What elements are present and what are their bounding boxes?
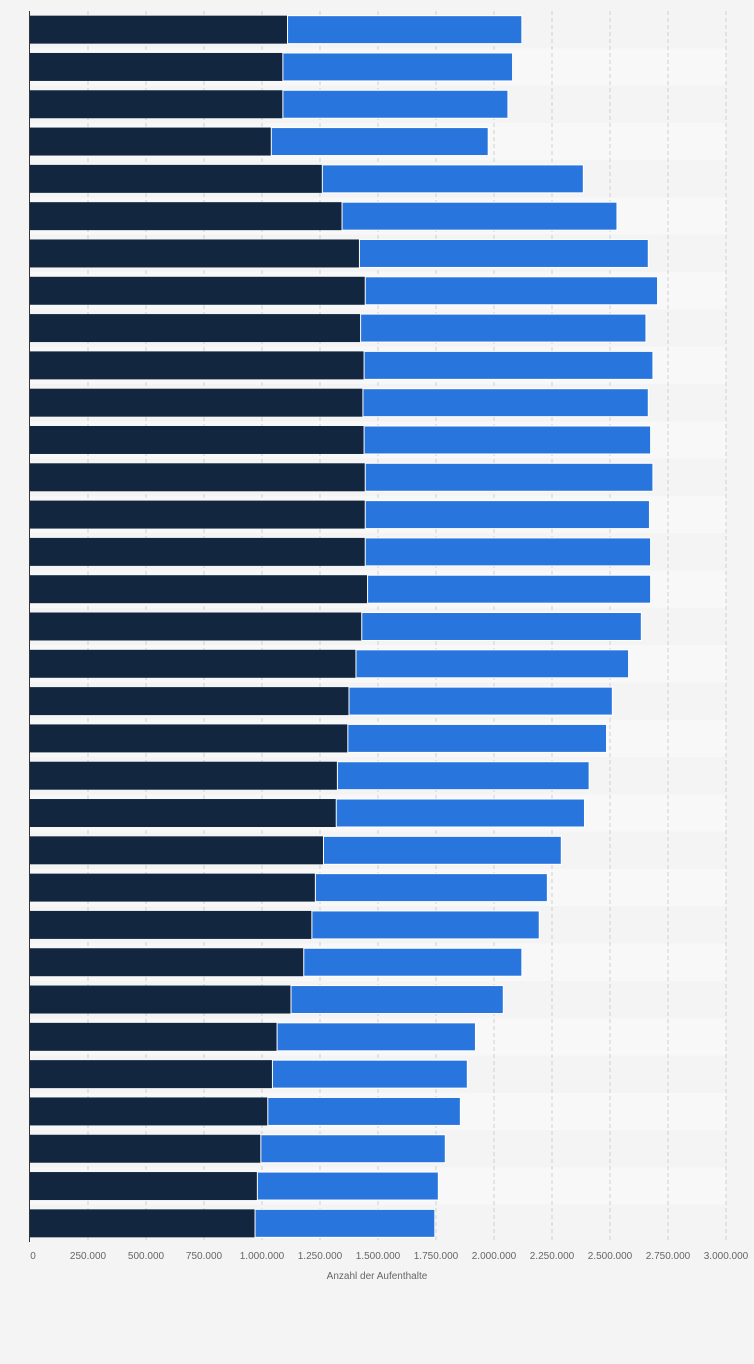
bar-segment-dark[interactable] [30,873,316,902]
bar-segment-blue[interactable] [335,798,585,828]
bar-segment-dark[interactable] [30,1209,256,1238]
bar-segment-blue[interactable] [321,164,584,194]
bar-segment-dark[interactable] [30,985,291,1014]
x-tick-label: 1.500.000 [356,1251,401,1262]
x-tick-label: 1.750.000 [414,1251,459,1262]
x-tick-label: 250.000 [70,1251,107,1262]
x-tick-label: 2.000.000 [472,1251,517,1262]
bar-segment-dark[interactable] [30,127,272,156]
bar-segment-dark[interactable] [30,836,324,865]
x-tick-label: 1.250.000 [298,1251,343,1262]
x-tick-label: 1.000.000 [240,1251,285,1262]
bar-segment-blue[interactable] [361,612,642,641]
x-tick-label: 2.750.000 [646,1251,691,1262]
x-tick-label: 500.000 [128,1251,165,1262]
x-tick-label: 3.000.000 [704,1251,749,1262]
bar-segment-blue[interactable] [360,313,647,343]
bar-segment-dark[interactable] [30,575,368,604]
bar-segment-dark[interactable] [30,948,304,977]
bar-segment-dark[interactable] [30,314,361,343]
bar-segment-blue[interactable] [322,835,562,865]
bar-segment-dark[interactable] [30,276,366,305]
bar-segment-dark[interactable] [30,1172,258,1201]
bar-segment-blue[interactable] [341,201,618,231]
bar-segment-dark[interactable] [30,388,363,417]
bar-segment-blue[interactable] [267,1096,461,1126]
bar-segment-blue[interactable] [364,500,650,530]
bar-segment-dark[interactable] [30,202,343,231]
bar-segment-blue[interactable] [314,873,548,903]
bar-segment-blue[interactable] [364,537,652,567]
bar-segment-blue[interactable] [336,761,590,791]
bar-segment-dark[interactable] [30,687,349,716]
bar-segment-dark[interactable] [30,612,362,641]
bar-segment-dark[interactable] [30,724,348,753]
bar-segment-blue[interactable] [271,1059,468,1089]
bar-segment-dark[interactable] [30,1134,261,1163]
bar-segment-blue[interactable] [287,15,523,45]
bar-segment-dark[interactable] [30,52,283,81]
bar-segment-blue[interactable] [270,127,489,157]
bar-segment-dark[interactable] [30,1022,278,1051]
bar-segment-blue[interactable] [311,910,540,940]
bar-segment-blue[interactable] [363,350,654,380]
bar-segment-dark[interactable] [30,463,366,492]
bar-segment-blue[interactable] [290,985,504,1015]
bar-segment-blue[interactable] [364,276,659,306]
bar-segment-dark[interactable] [30,799,337,828]
bar-segment-blue[interactable] [254,1208,436,1238]
bar-segment-blue[interactable] [282,52,514,82]
x-tick-labels: 0 250.000 500.000 750.000 1.000.000 1.250.000… [30,1251,748,1262]
x-tick-label: 750.000 [186,1251,223,1262]
bar-segment-blue[interactable] [282,89,509,119]
x-tick-label: 0 [30,1251,36,1262]
bar-segment-blue[interactable] [260,1134,446,1164]
bar-segment-dark[interactable] [30,15,288,44]
bar-segment-dark[interactable] [30,90,283,119]
bars-group [30,15,659,1238]
bar-segment-dark[interactable] [30,164,323,193]
bar-segment-blue[interactable] [303,947,523,977]
bar-segment-blue[interactable] [347,723,608,753]
bar-segment-blue[interactable] [355,649,630,679]
x-tick-label: 2.250.000 [530,1251,575,1262]
bar-segment-dark[interactable] [30,1060,273,1089]
bar-segment-dark[interactable] [30,537,366,566]
bar-segment-dark[interactable] [30,761,338,790]
bar-segment-dark[interactable] [30,425,365,454]
bar-segment-dark[interactable] [30,649,356,678]
bar-segment-blue[interactable] [367,574,652,604]
bar-segment-dark[interactable] [30,351,365,380]
x-tick-label: 2.500.000 [588,1251,633,1262]
bar-segment-blue[interactable] [348,686,613,716]
bar-segment-dark[interactable] [30,1097,268,1126]
bar-segment-dark[interactable] [30,910,312,939]
bar-segment-dark[interactable] [30,500,366,529]
bar-segment-blue[interactable] [363,425,652,455]
bar-segment-blue[interactable] [256,1171,439,1201]
bar-segment-blue[interactable] [364,462,654,492]
bar-segment-blue[interactable] [362,388,649,418]
x-axis-title: Anzahl der Aufenthalte [327,1271,428,1282]
bar-segment-blue[interactable] [276,1022,476,1052]
bar-segment-blue[interactable] [358,238,649,268]
bar-segment-dark[interactable] [30,239,360,268]
